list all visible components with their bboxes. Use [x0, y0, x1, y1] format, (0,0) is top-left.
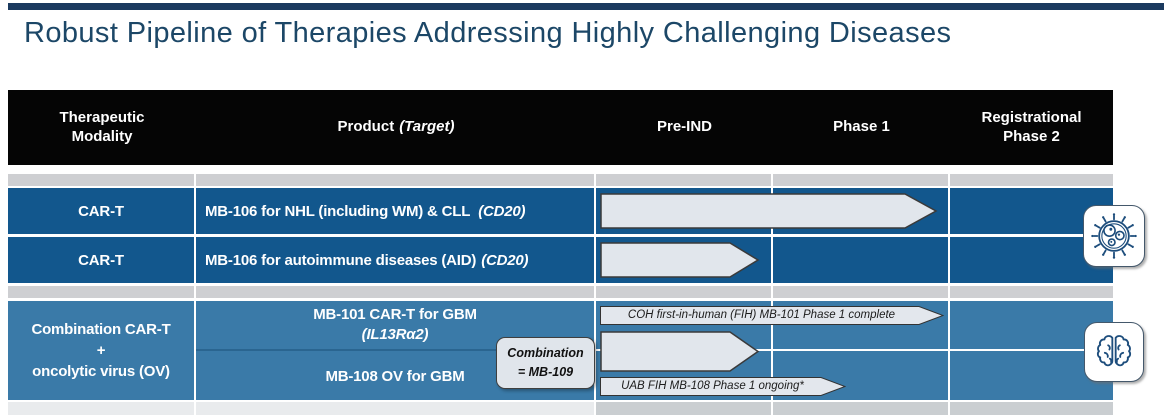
arrow-shape: [600, 331, 760, 372]
modality-label: CAR-T: [78, 251, 124, 269]
separator-strip: [8, 286, 194, 298]
combination-badge: Combination = MB-109: [496, 337, 595, 389]
combination-badge-line2: = MB-109: [517, 365, 574, 379]
product-label: MB-106 for NHL (including WM) & CLL: [205, 202, 471, 220]
header-label: Product: [337, 118, 395, 136]
progress-arrow-mb109: [600, 331, 760, 372]
arrow-shape: [600, 377, 846, 396]
header-label: Phase 1: [833, 118, 890, 136]
modality-line: +: [96, 342, 106, 359]
separator-strip: [773, 174, 948, 186]
combination-badge-line1: Combination: [507, 346, 584, 361]
arrow-shape: [600, 193, 938, 229]
subrow-divider: [196, 349, 594, 351]
product-target-label: (IL13Rα2): [361, 326, 429, 343]
modality-cell-combination: Combination CAR-T + oncolytic virus (OV): [8, 301, 194, 400]
separator-strip: [596, 286, 771, 298]
separator-strip: [773, 286, 948, 298]
product-target-label: (CD20): [481, 251, 529, 269]
modality-line: oncolytic virus (OV): [32, 363, 170, 380]
header-cell-phase2: Registrational Phase 2: [950, 90, 1113, 165]
header-label-target: (Target): [399, 118, 455, 136]
modality-label: CAR-T: [78, 202, 124, 220]
product-label: MB-101 CAR-T for GBM: [313, 305, 477, 323]
subrow-divider: [596, 349, 1113, 351]
progress-arrow-mb106-nhl: [600, 193, 938, 229]
arrow-label: UAB FIH MB-108 Phase 1 ongoing*: [621, 380, 804, 392]
slide-title: Robust Pipeline of Therapies Addressing …: [24, 17, 952, 49]
product-cell-row2: MB-106 for autoimmune diseases (AID) (CD…: [196, 237, 594, 283]
virus-icon-badge: [1083, 205, 1145, 267]
product-target-label: (CD20): [478, 202, 526, 220]
separator-strip: [950, 402, 1113, 415]
modality-cell-row1: CAR-T: [8, 188, 194, 234]
progress-arrow-mb108: UAB FIH MB-108 Phase 1 ongoing*: [600, 377, 846, 396]
top-accent-bar: [8, 3, 1164, 10]
separator-strip: [8, 402, 194, 415]
product-cell-mb101: MB-101 CAR-T for GBM (IL13Rα2): [196, 301, 594, 349]
separator-strip: [950, 286, 1113, 298]
separator-strip: [196, 174, 594, 186]
separator-strip: [8, 174, 194, 186]
separator-strip: [596, 402, 771, 415]
header-label: Pre-IND: [656, 118, 712, 136]
header-cell-modality: Therapeutic Modality: [8, 90, 196, 165]
header-label: Registrational Phase 2: [981, 108, 1082, 145]
product-cell-mb108: MB-108 OV for GBM: [196, 352, 594, 400]
arrow-shape: [600, 306, 944, 325]
brain-icon: [1096, 335, 1132, 367]
stage-cell: [773, 237, 948, 283]
arrow-shape: [600, 242, 760, 278]
virus-icon: [1091, 213, 1137, 259]
separator-strip: [196, 402, 594, 415]
arrow-label: COH first-in-human (FIH) MB-101 Phase 1 …: [627, 309, 896, 321]
progress-arrow-mb101: COH first-in-human (FIH) MB-101 Phase 1 …: [600, 306, 944, 325]
product-cell-row1: MB-106 for NHL (including WM) & CLL (CD2…: [196, 188, 594, 234]
product-label: MB-106 for autoimmune diseases (AID): [205, 251, 477, 269]
modality-line: Combination CAR-T: [31, 321, 171, 338]
progress-arrow-mb106-aid: [600, 242, 760, 278]
product-label: MB-108 OV for GBM: [325, 367, 465, 385]
separator-strip: [773, 402, 948, 415]
header-cell-phase1: Phase 1: [773, 90, 950, 165]
separator-strip: [950, 174, 1113, 186]
separator-strip: [596, 174, 771, 186]
modality-cell-row2: CAR-T: [8, 237, 194, 283]
header-cell-preind: Pre-IND: [596, 90, 773, 165]
header-cell-product: Product (Target): [196, 90, 596, 165]
brain-icon-badge: [1084, 322, 1144, 382]
separator-strip: [196, 286, 594, 298]
header-label: Therapeutic Modality: [59, 108, 145, 145]
